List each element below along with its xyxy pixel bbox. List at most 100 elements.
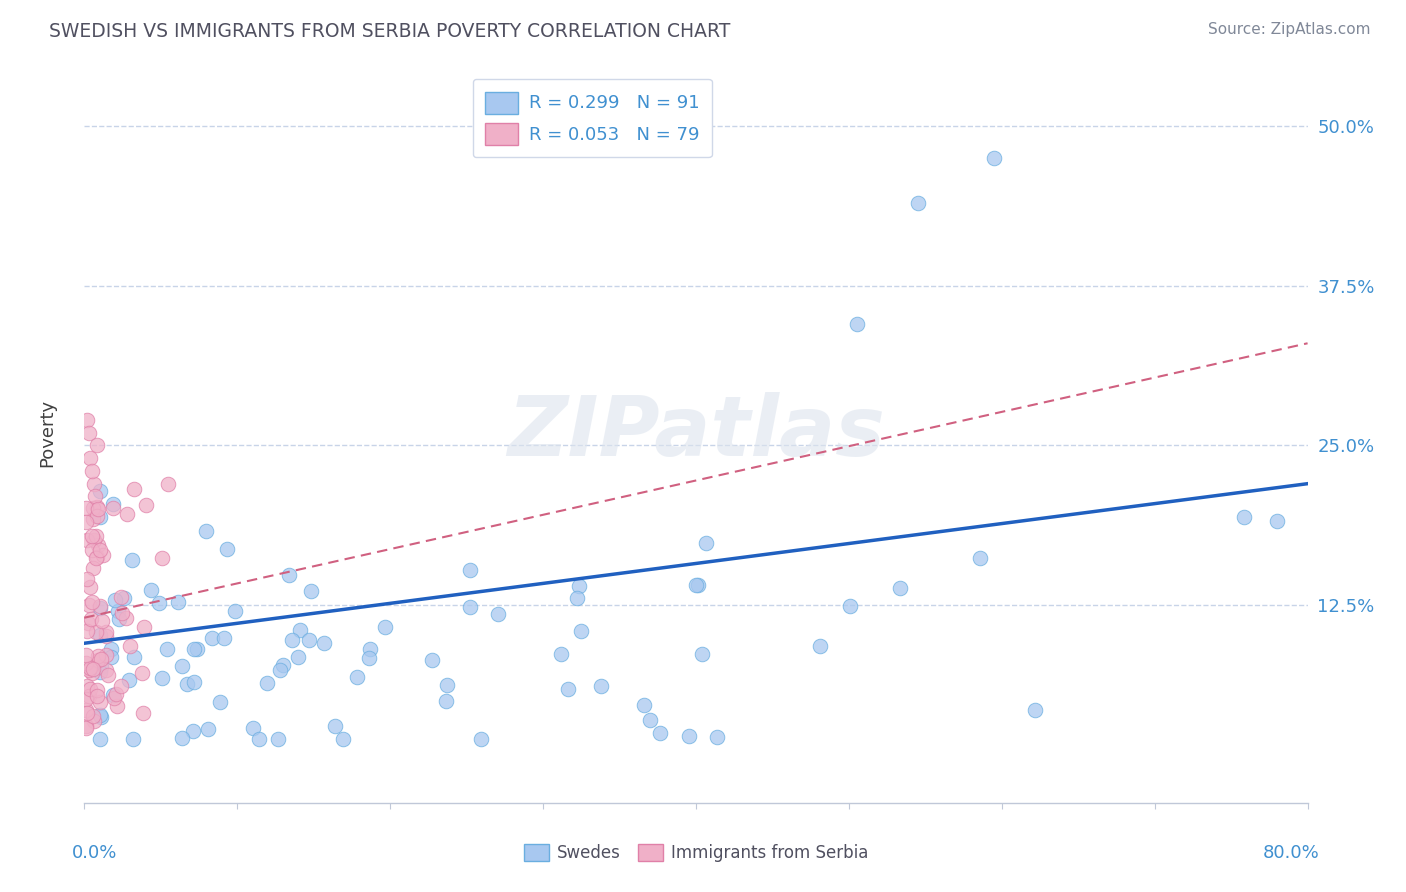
Point [197,723,219,737]
Point [84,490,107,504]
Point [77,663,100,677]
Point [89,665,111,679]
Point [107,604,129,618]
Point [75,703,97,717]
Point [84,625,107,640]
Point [148,596,170,610]
Point [267,731,290,746]
Point [176,677,198,691]
Point [89,510,111,524]
Point [83,533,105,548]
Point [209,695,232,709]
Point [96,630,118,644]
Point [256,676,278,690]
Point [568,579,591,593]
Point [75,515,97,529]
Text: Source: ZipAtlas.com: Source: ZipAtlas.com [1208,22,1371,37]
Point [224,604,246,618]
Point [845,317,868,331]
Point [94,648,117,662]
Text: 80.0%: 80.0% [1263,844,1320,862]
Point [104,687,127,701]
Point [75,692,97,706]
Point [907,195,929,210]
Point [132,620,155,634]
Point [695,536,717,550]
Point [90,614,112,628]
Point [86,500,108,514]
Point [86,529,108,543]
Point [86,509,108,524]
Point [75,501,97,516]
Point [80,543,103,558]
Point [889,581,911,595]
Point [183,675,205,690]
Point [89,628,111,642]
Point [242,722,264,736]
Point [569,624,592,638]
Point [686,578,709,592]
Point [648,726,671,740]
Point [1233,510,1256,524]
Point [357,650,380,665]
Point [808,639,831,653]
Point [131,665,153,680]
Point [90,660,112,674]
Point [271,657,294,672]
Point [89,695,111,709]
Point [108,611,131,625]
Point [75,718,97,732]
Point [104,592,127,607]
Point [458,563,481,577]
Point [90,710,112,724]
Point [115,507,138,521]
Point [79,580,101,594]
Point [87,653,110,667]
Point [82,561,104,575]
Text: Poverty: Poverty [38,399,56,467]
Point [359,642,381,657]
Point [96,663,118,677]
Point [101,497,124,511]
Point [86,649,108,664]
Point [132,706,155,720]
Point [969,550,991,565]
Point [277,568,299,582]
Point [156,641,179,656]
Point [214,632,236,646]
Point [111,606,134,620]
Point [90,652,112,666]
Point [633,698,655,713]
Point [217,541,239,556]
Point [89,707,111,722]
Point [325,719,347,733]
Point [79,661,101,675]
Point [77,425,100,440]
Point [82,666,104,681]
Point [89,483,111,498]
Point [103,690,125,705]
Point [121,731,143,746]
Point [139,582,162,597]
Point [470,731,492,746]
Point [201,632,224,646]
Point [839,599,862,613]
Point [299,584,322,599]
Point [76,572,98,586]
Point [186,642,208,657]
Point [112,591,135,605]
Point [101,689,124,703]
Point [89,599,111,614]
Point [565,591,588,605]
Point [589,679,612,693]
Text: ZIPatlas: ZIPatlas [508,392,884,473]
Point [486,607,509,621]
Point [86,689,108,703]
Text: SWEDISH VS IMMIGRANTS FROM SERBIA POVERTY CORRELATION CHART: SWEDISH VS IMMIGRANTS FROM SERBIA POVERT… [49,22,731,41]
Point [114,611,136,625]
Legend: Swedes, Immigrants from Serbia: Swedes, Immigrants from Serbia [517,837,875,869]
Point [91,549,114,563]
Point [76,413,98,427]
Point [82,512,104,526]
Point [269,663,291,677]
